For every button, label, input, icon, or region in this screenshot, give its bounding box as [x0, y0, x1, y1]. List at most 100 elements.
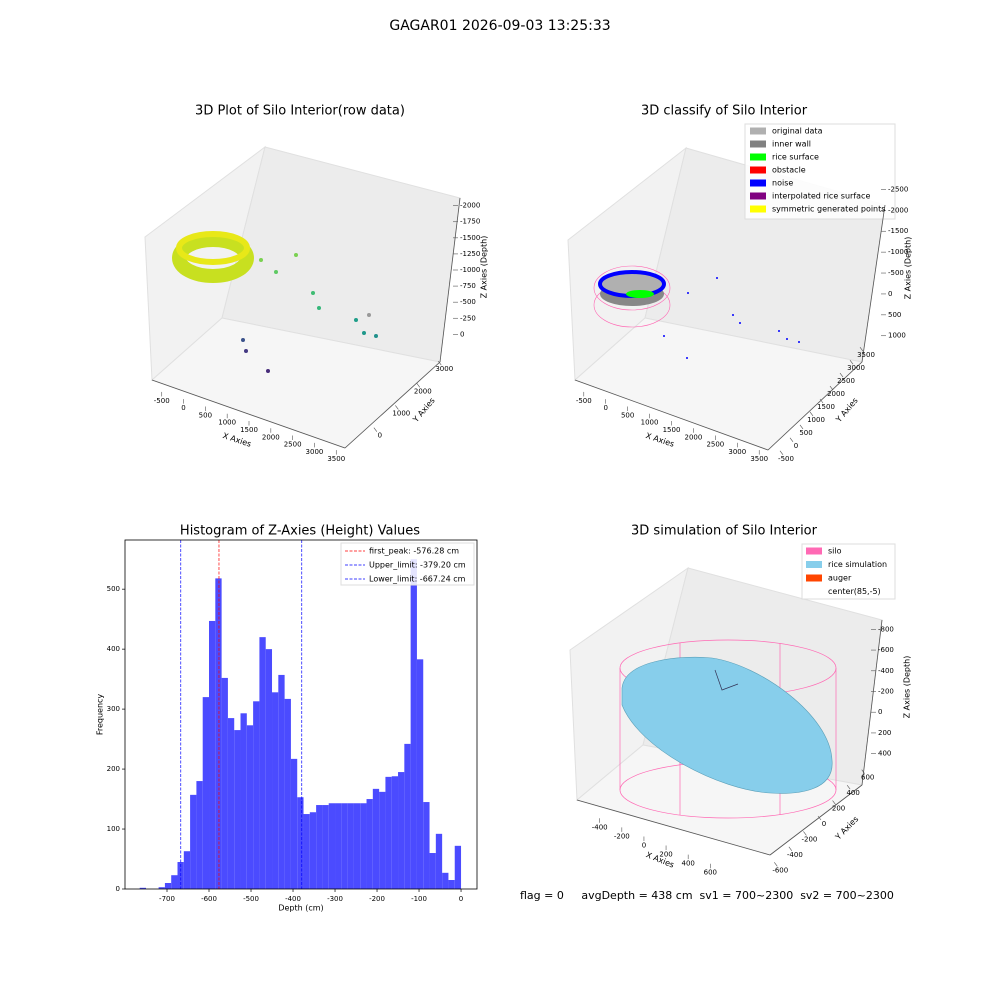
axis-line: [861, 619, 883, 786]
point-cloud: [172, 231, 378, 373]
tick-mark: [819, 398, 824, 404]
legend-swatch: [750, 205, 766, 213]
tick-mark: [799, 424, 804, 430]
z-tick-label: 0: [460, 330, 464, 338]
bar: [278, 674, 285, 889]
point: [732, 314, 734, 316]
legend-label: interpolated rice surface: [772, 192, 870, 201]
bar: [448, 880, 455, 889]
y-tick-label: 2000: [827, 390, 845, 398]
bar: [164, 883, 172, 889]
tick-mark: [373, 427, 378, 432]
point: [244, 349, 248, 353]
y-tick-label: 1000: [392, 409, 410, 417]
x-tick-label: 3000: [306, 448, 324, 456]
legend-swatch: [750, 166, 766, 174]
x-tick-label: -400: [285, 895, 301, 903]
z-tick-label: -1000: [888, 248, 908, 256]
x-tick-label: 3000: [728, 448, 746, 456]
z-tick-label: -600: [878, 646, 894, 654]
bar: [429, 853, 436, 889]
z-tick-label: -500: [888, 269, 904, 277]
y-tick-label: 0: [822, 820, 826, 828]
point: [274, 270, 278, 274]
tick-mark: [861, 769, 865, 774]
y-axis-label: Y Axies: [411, 396, 437, 425]
tick-mark: [859, 347, 864, 352]
legend-label: inner wall: [772, 140, 811, 149]
surface: [626, 290, 654, 298]
x-tick-label: 0: [181, 404, 185, 412]
z-axis-label: Z Axies (Depth): [480, 236, 489, 299]
legend-label: Lower_limit: -667.24 cm: [369, 575, 466, 584]
legend-label: obstacle: [772, 166, 806, 175]
z-tick-label: -750: [460, 282, 476, 290]
bar: [209, 620, 216, 889]
z-tick-label: -200: [878, 688, 894, 696]
tick-mark: [832, 800, 836, 805]
tick-mark: [789, 437, 794, 443]
legend-label: rice simulation: [828, 560, 887, 569]
z-tick-label: -2500: [888, 185, 908, 193]
point: [374, 334, 378, 338]
bar: [265, 649, 273, 889]
legend-label: rice surface: [772, 153, 819, 162]
tick-mark: [416, 383, 421, 388]
chart-title: 3D classify of Silo Interior: [641, 104, 808, 119]
z-tick-label: -800: [878, 625, 894, 633]
y-tick-label: 2500: [837, 377, 855, 385]
bar: [335, 803, 342, 889]
bar: [454, 845, 462, 889]
point: [317, 306, 321, 310]
y-tick-label: 3500: [857, 351, 875, 359]
x-tick-label: -500: [576, 397, 592, 405]
tick-mark: [809, 411, 814, 417]
ring: [172, 233, 254, 283]
x-tick-label: -700: [159, 895, 175, 903]
x-tick-label: 500: [199, 411, 212, 419]
legend-box: [340, 542, 475, 586]
x-tick-label: 1500: [663, 426, 681, 434]
axis-line: [767, 361, 863, 451]
classified-cloud: [593, 265, 800, 359]
bar: [379, 791, 386, 889]
bar: [196, 781, 203, 889]
legend-label: first_peak: -576.28 cm: [369, 547, 459, 556]
x-tick-label: -600: [201, 895, 217, 903]
bar: [309, 812, 317, 889]
x-tick-label: 200: [659, 851, 672, 859]
x-axis-label: Depth (cm): [278, 904, 323, 913]
bar: [259, 637, 266, 889]
x-tick-label: -300: [327, 895, 343, 903]
tick-mark: [846, 784, 851, 790]
y-tick-label: 1500: [817, 403, 835, 411]
x-tick-label: -200: [614, 832, 630, 840]
legend-swatch: [750, 153, 766, 161]
bar: [322, 805, 329, 889]
y-axis-label: Y Axies: [834, 396, 860, 425]
point: [354, 318, 358, 322]
z-tick-label: 0: [878, 708, 882, 716]
x-tick-label: 1000: [218, 419, 236, 427]
bar: [442, 872, 449, 889]
tick-mark: [803, 831, 807, 836]
legend-swatch: [750, 192, 766, 200]
z-tick-label: -1000: [460, 266, 480, 274]
bar: [404, 743, 411, 889]
z-tick-label: -400: [878, 667, 894, 675]
legend-swatch: [750, 140, 766, 148]
axis-line: [576, 799, 771, 856]
bar: [435, 833, 443, 889]
z-tick-label: -1500: [888, 227, 908, 235]
bar: [183, 851, 191, 889]
axis-line: [344, 361, 441, 449]
z-tick-label: -1500: [460, 234, 480, 242]
point: [362, 331, 366, 335]
legend-label: center(85,-5): [828, 587, 881, 596]
legend-swatch: [750, 127, 766, 135]
y-tick-label: 600: [861, 774, 874, 782]
x-tick-label: 400: [681, 860, 694, 868]
legend-label: Upper_limit: -379.20 cm: [369, 561, 466, 570]
y-tick-label: 200: [832, 805, 845, 813]
